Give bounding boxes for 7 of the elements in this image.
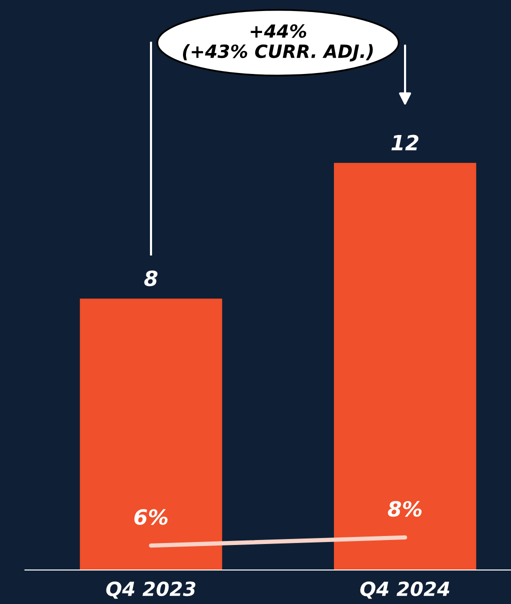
data-label: 12: [391, 134, 418, 150]
x-tick-label: Q4 2024: [360, 581, 450, 599]
annotation: +44% (+43% CURR. ADJ.): [182, 24, 373, 62]
data-label: 6%: [134, 509, 168, 525]
x-tick-label: Q4 2023: [106, 581, 196, 599]
data-label: 8%: [388, 500, 422, 517]
data-label: 8: [144, 270, 158, 286]
